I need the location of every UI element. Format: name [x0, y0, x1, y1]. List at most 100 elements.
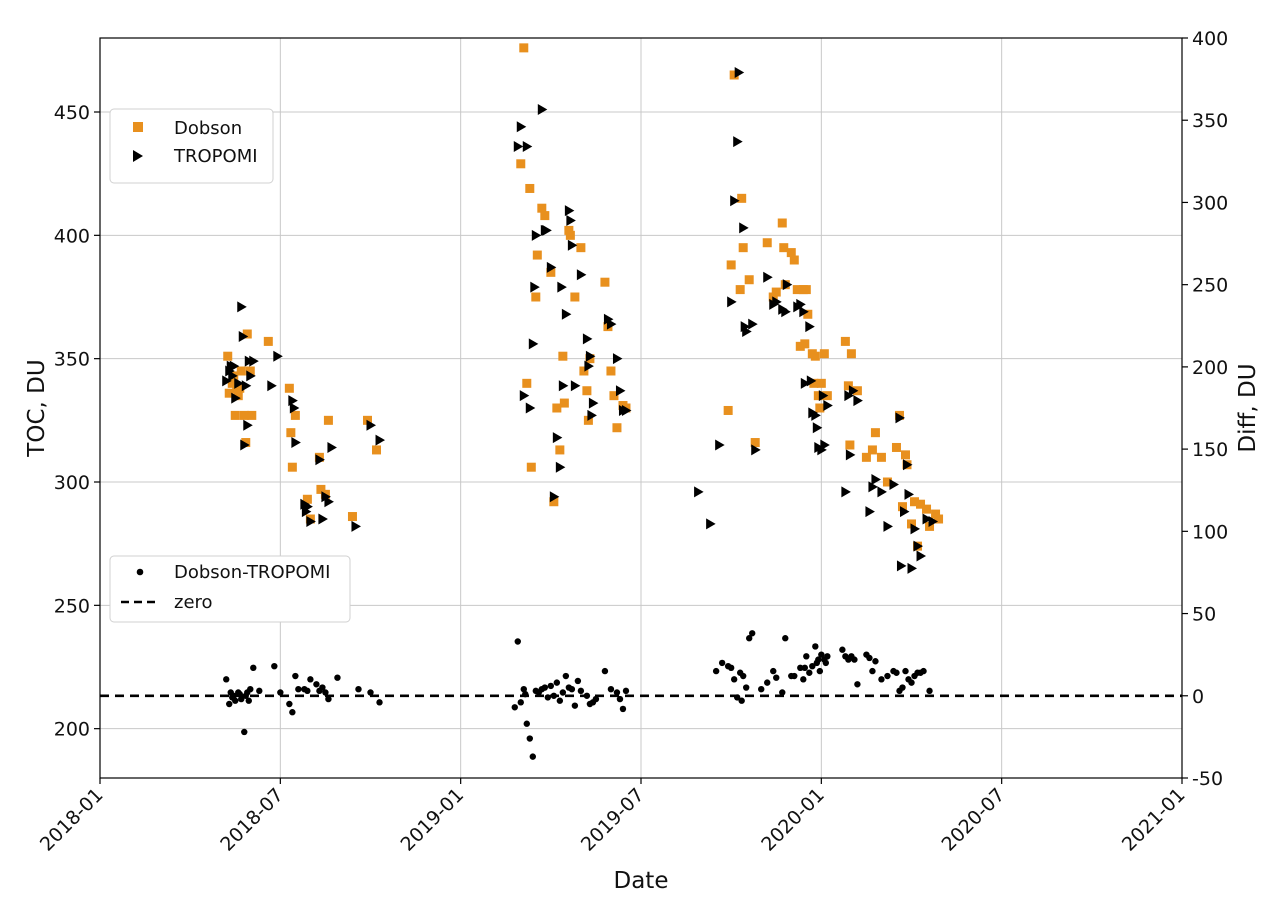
left-y-tick-label: 250 [54, 595, 90, 617]
dobson-point [786, 248, 796, 258]
tropomi-point [853, 395, 863, 407]
dobson-point [570, 292, 580, 302]
right-y-tick-label: 300 [1192, 192, 1228, 214]
legend-dobson-label: Dobson [174, 118, 242, 139]
diff-point [547, 682, 555, 690]
tropomi-point [327, 441, 337, 453]
dobson-point [907, 519, 916, 529]
dobson-point [840, 336, 850, 346]
tropomi-point [904, 488, 914, 500]
x-tick-label: 2021-01 [1118, 784, 1190, 856]
dobson-point [245, 366, 255, 376]
dobson-point [372, 445, 382, 455]
dobson-point [239, 410, 249, 420]
diff-point [773, 674, 780, 681]
tropomi-point [751, 444, 761, 456]
dobson-point [552, 403, 562, 413]
dobson-point [737, 193, 747, 203]
dobson-point [910, 497, 920, 507]
legend-bottom: Dobson-TROPOMI zero [109, 555, 351, 623]
tropomi-point [823, 400, 833, 412]
series-dobson [223, 43, 944, 551]
left-y-axis-ticks: 200 250 300 350 400 450 [54, 102, 100, 741]
x-tick-label: 2018-07 [216, 784, 288, 856]
diff-point [809, 662, 816, 670]
dobson-point [284, 383, 294, 393]
tropomi-point [916, 550, 927, 562]
dobson-point [803, 309, 813, 319]
dobson-point [576, 243, 586, 253]
tropomi-point [883, 520, 893, 532]
diff-point [712, 667, 720, 675]
tropomi-point [229, 360, 240, 372]
right-y-tick-label: 200 [1192, 357, 1228, 379]
dobson-point [922, 504, 932, 514]
tropomi-point [516, 121, 527, 133]
tropomi-point [273, 350, 283, 362]
dobson-point [738, 243, 748, 253]
tropomi-point [806, 375, 817, 387]
dobson-point [522, 378, 532, 388]
tropomi-point [566, 215, 576, 227]
dobson-point [223, 351, 233, 361]
diff-point [544, 694, 552, 701]
tropomi-point [584, 360, 594, 372]
right-y-tick-label: 400 [1192, 28, 1228, 50]
diff-point [806, 669, 813, 676]
dobson-point [815, 403, 825, 413]
tropomi-point [896, 560, 907, 572]
tropomi-point [820, 439, 830, 451]
dobson-point [236, 366, 246, 376]
tropomi-point [733, 136, 743, 148]
dobson-point [583, 415, 593, 425]
diff-point [926, 687, 933, 695]
tropomi-point [928, 515, 939, 527]
tropomi-point [799, 306, 809, 318]
diff-point [256, 687, 263, 695]
tropomi-point [781, 306, 791, 318]
tropomi-point [528, 338, 539, 350]
diff-point [884, 672, 891, 680]
left-y-tick-label: 400 [54, 225, 90, 247]
x-tick-label: 2020-01 [757, 784, 829, 856]
diff-point [583, 692, 591, 699]
tropomi-point [694, 486, 704, 498]
tropomi-point [796, 298, 806, 310]
diff-point [920, 667, 927, 675]
diff-point [822, 659, 830, 667]
tropomi-point [899, 506, 910, 518]
tropomi-point [238, 330, 249, 342]
tropomi-point [812, 422, 823, 434]
dobson-point [846, 349, 856, 359]
tropomi-point [877, 486, 887, 498]
diff-point [801, 664, 809, 672]
diff-point [812, 643, 819, 650]
diff-point [764, 679, 771, 686]
dobson-point [532, 250, 542, 260]
dobson-point [735, 285, 745, 295]
tropomi-point [922, 513, 933, 525]
diff-point [908, 679, 915, 686]
diff-point [376, 699, 383, 706]
dobson-point [302, 494, 312, 504]
diff-point [803, 653, 810, 660]
diff-point [562, 672, 570, 680]
x-tick-label: 2018-01 [36, 784, 108, 856]
diff-point [522, 690, 529, 698]
tropomi-point [895, 412, 905, 424]
tropomi-point [606, 318, 617, 330]
diff-point [727, 664, 735, 672]
tropomi-point [366, 419, 376, 431]
tropomi-point [913, 540, 924, 552]
x-tick-label: 2020-07 [938, 784, 1010, 856]
dobson-point [230, 410, 240, 420]
dobson-point [744, 275, 754, 285]
legend-dobson-marker [133, 122, 143, 132]
tropomi-point [706, 518, 716, 530]
diff-point [319, 684, 326, 691]
tropomi-point [351, 520, 361, 532]
tropomi-point [811, 409, 821, 421]
tropomi-point [549, 491, 560, 503]
diff-point [523, 720, 530, 727]
tropomi-point [318, 513, 328, 525]
